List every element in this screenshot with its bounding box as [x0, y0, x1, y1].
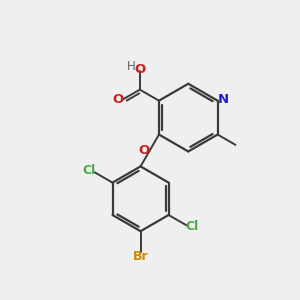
Text: H: H [127, 61, 136, 74]
Text: O: O [112, 93, 124, 106]
Text: Cl: Cl [186, 220, 199, 233]
Text: O: O [135, 63, 146, 76]
Text: O: O [139, 144, 150, 157]
Text: N: N [217, 93, 229, 106]
Text: Cl: Cl [83, 164, 96, 177]
Text: Br: Br [133, 250, 148, 263]
